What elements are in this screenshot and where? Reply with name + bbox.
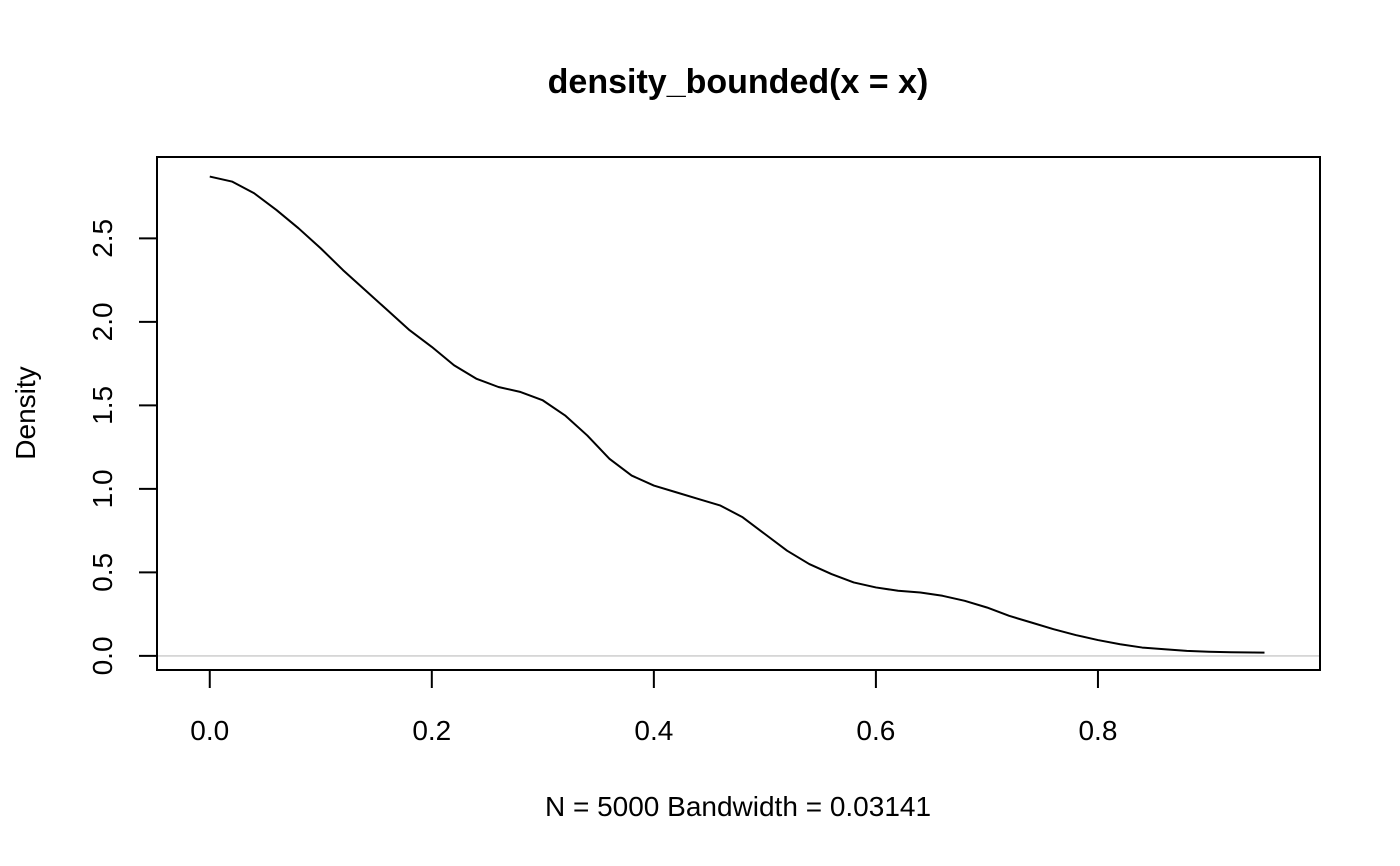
y-axis-label: Density [10, 366, 41, 459]
y-tick-label: 1.5 [87, 386, 118, 425]
y-tick-label: 2.5 [87, 219, 118, 258]
x-tick-label: 0.2 [412, 715, 451, 746]
y-tick-label: 0.0 [87, 636, 118, 675]
y-tick-label: 2.0 [87, 302, 118, 341]
x-tick-label: 0.6 [856, 715, 895, 746]
y-tick-label: 0.5 [87, 553, 118, 592]
x-tick-label: 0.0 [190, 715, 229, 746]
y-tick-label: 1.0 [87, 469, 118, 508]
x-tick-label: 0.4 [634, 715, 673, 746]
x-tick-label: 0.8 [1078, 715, 1117, 746]
x-axis-label: N = 5000 Bandwidth = 0.03141 [545, 791, 931, 822]
chart-title: density_bounded(x = x) [548, 63, 929, 101]
